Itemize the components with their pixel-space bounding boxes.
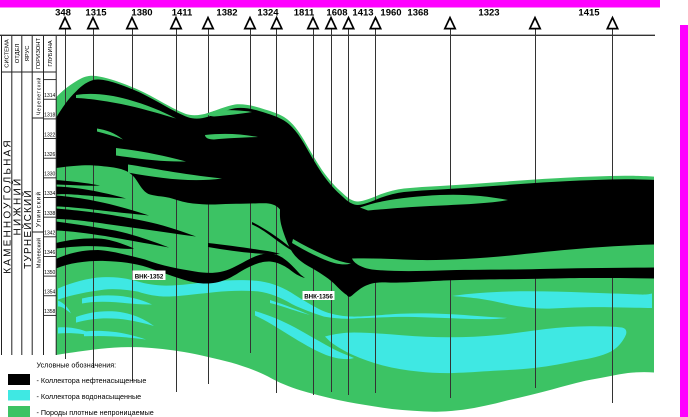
svg-text:1338: 1338 (44, 211, 55, 217)
svg-text:ЯРУС: ЯРУС (25, 46, 31, 62)
svg-text:СИСТЕМА: СИСТЕМА (5, 39, 11, 68)
svg-text:1346: 1346 (44, 250, 55, 256)
svg-text:1608: 1608 (326, 8, 347, 19)
svg-text:1382: 1382 (216, 8, 237, 19)
svg-text:1415: 1415 (578, 8, 600, 19)
svg-text:1314: 1314 (44, 93, 55, 99)
svg-text:ВНК-1352: ВНК-1352 (135, 273, 164, 280)
svg-text:1326: 1326 (44, 152, 55, 158)
svg-text:1811: 1811 (294, 8, 315, 19)
svg-text:1318: 1318 (44, 113, 55, 119)
svg-text:1330: 1330 (44, 172, 55, 178)
svg-text:1354: 1354 (44, 290, 55, 296)
svg-text:ГОРИЗОНТ: ГОРИЗОНТ (36, 38, 42, 69)
svg-text:1380: 1380 (131, 8, 152, 19)
svg-text:Условные обозначения:: Условные обозначения: (37, 361, 117, 370)
svg-text:ОТДЕЛ: ОТДЕЛ (15, 44, 21, 64)
svg-text:1350: 1350 (44, 270, 55, 276)
svg-text:1324: 1324 (257, 8, 279, 19)
svg-text:- Коллектора водонасыщенные: - Коллектора водонасыщенные (37, 392, 142, 401)
svg-text:- Породы плотные непроницаемые: - Породы плотные непроницаемые (37, 408, 154, 417)
svg-text:- Коллектора нефтенасыщенные: - Коллектора нефтенасыщенные (37, 376, 147, 385)
svg-text:НИЖНИЙ: НИЖНИЙ (11, 176, 24, 235)
svg-text:ТУРНЕЙСКИЙ: ТУРНЕЙСКИЙ (21, 189, 34, 269)
svg-text:1334: 1334 (44, 191, 55, 197)
svg-text:Малевский: Малевский (36, 238, 43, 268)
svg-text:1315: 1315 (85, 8, 107, 19)
svg-text:КАМЕННОУГОЛЬНАЯ: КАМЕННОУГОЛЬНАЯ (2, 138, 13, 274)
svg-text:ВНК-1356: ВНК-1356 (304, 294, 333, 301)
svg-text:ГЛУБИНА: ГЛУБИНА (48, 40, 54, 66)
svg-text:1342: 1342 (44, 231, 55, 237)
svg-text:1322: 1322 (44, 132, 55, 138)
svg-text:Черепетский: Черепетский (35, 77, 42, 115)
svg-text:1323: 1323 (478, 8, 499, 19)
svg-text:Упинский: Упинский (36, 191, 43, 227)
svg-text:1411: 1411 (172, 8, 193, 19)
svg-text:1368: 1368 (407, 8, 428, 19)
svg-text:348: 348 (55, 8, 71, 19)
svg-text:1960: 1960 (380, 8, 401, 19)
svg-text:1358: 1358 (44, 309, 55, 315)
svg-text:1413: 1413 (352, 8, 373, 19)
